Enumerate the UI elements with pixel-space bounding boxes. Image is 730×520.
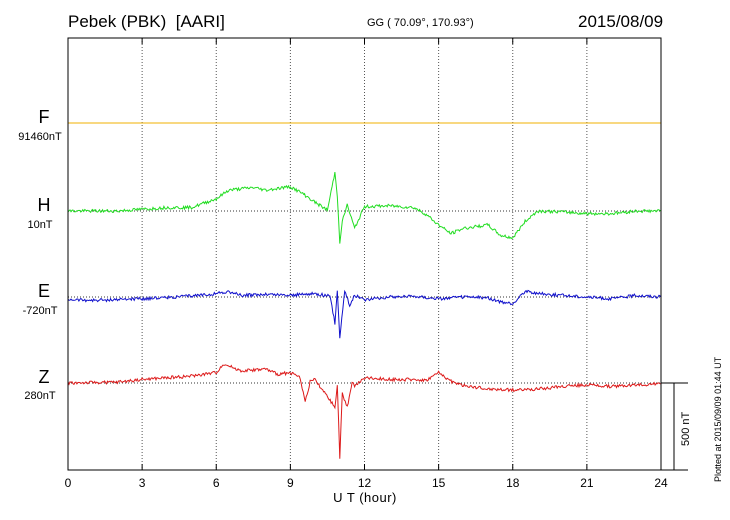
x-tick-label-0: 0 <box>65 476 72 490</box>
x-tick-label-18: 18 <box>506 476 520 490</box>
x-axis-label: U T (hour) <box>333 490 397 505</box>
x-tick-label-6: 6 <box>213 476 220 490</box>
x-tick-label-12: 12 <box>358 476 372 490</box>
series-layer <box>67 122 662 459</box>
x-tick-label-21: 21 <box>580 476 594 490</box>
x-tick-label-15: 15 <box>432 476 446 490</box>
plotted-timestamp: Plotted at 2015/09/09 01:44 UT <box>713 356 723 482</box>
series-baseline-F: 91460nT <box>18 131 62 143</box>
station-coords: GG ( 70.09°, 170.93°) <box>367 17 474 29</box>
tick-layer: 0 3 6 9 12 15 18 21 24 <box>65 38 688 490</box>
series-line-E <box>67 289 662 339</box>
series-name-F: F <box>38 107 50 127</box>
x-tick-label-9: 9 <box>287 476 294 490</box>
grid-layer <box>68 38 661 470</box>
x-tick-label-24: 24 <box>654 476 668 490</box>
series-line-H <box>67 172 662 244</box>
station-name: Pebek (PBK) <box>68 12 167 31</box>
series-name-E: E <box>37 281 50 301</box>
chart-date: 2015/08/09 <box>578 12 664 31</box>
x-tick-label-3: 3 <box>139 476 146 490</box>
station-institute: [AARI] <box>175 12 225 31</box>
series-baseline-E: -720nT <box>22 305 58 317</box>
series-name-Z: Z <box>38 367 50 387</box>
scale-bar-label: 500 nT <box>680 411 692 446</box>
series-line-Z <box>67 364 662 459</box>
series-baseline-Z: 280nT <box>24 390 56 402</box>
series-name-H: H <box>37 195 51 215</box>
series-baseline-H: 10nT <box>27 219 53 231</box>
